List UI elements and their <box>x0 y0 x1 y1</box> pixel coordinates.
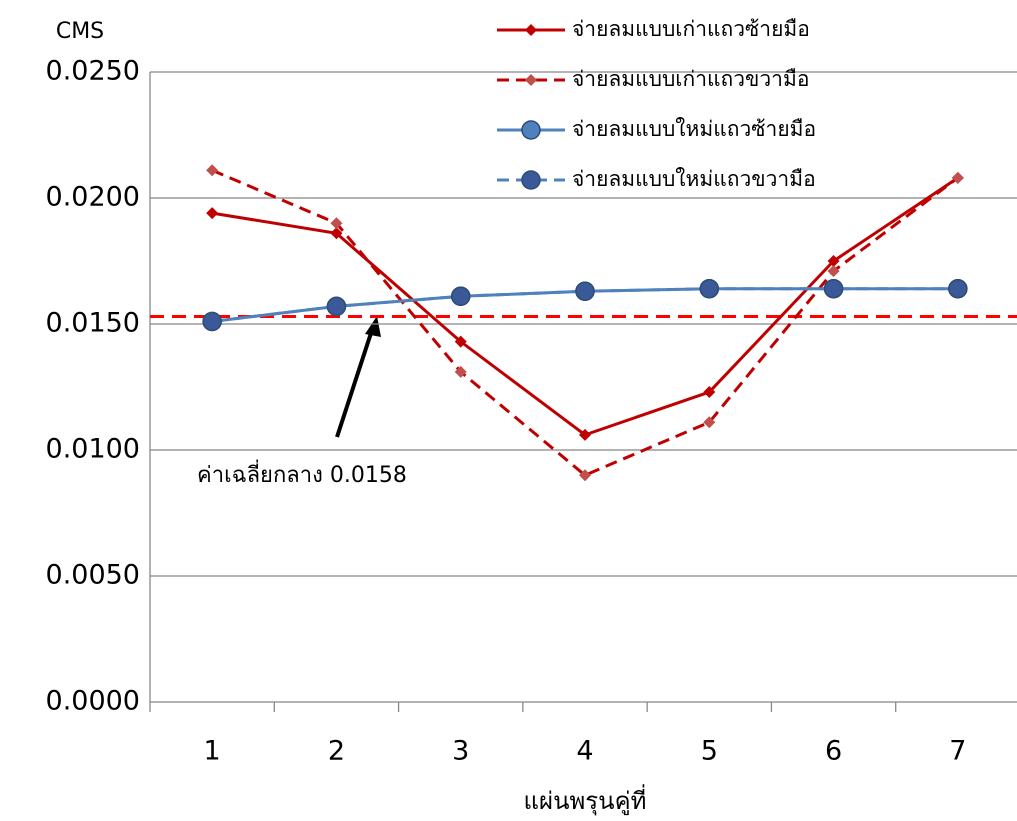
legend-label: จ่ายลมแบบใหม่แถวซ้ายมือ <box>572 117 816 141</box>
marker <box>521 120 541 140</box>
arrow-shaft <box>335 329 374 438</box>
marker <box>326 296 347 317</box>
y-tick-label: 0.0150 <box>46 308 140 339</box>
y-axis-label: CMS <box>56 19 104 44</box>
y-tick-label: 0.0050 <box>46 560 140 591</box>
marker <box>454 335 467 348</box>
marker <box>202 311 222 332</box>
marker <box>703 416 716 429</box>
y-tick-label: 0.0000 <box>46 686 140 717</box>
marker <box>951 171 964 184</box>
marker <box>330 217 343 230</box>
legend-label: จ่ายลมแบบใหม่แถวขวามือ <box>572 167 816 191</box>
y-tick-label: 0.0250 <box>46 56 140 87</box>
marker <box>823 278 844 299</box>
x-tick-label: 4 <box>576 736 593 767</box>
marker <box>521 170 541 190</box>
annotation: ค่าเฉลี่ยกลาง 0.0158 <box>197 459 407 488</box>
marker <box>450 286 471 307</box>
marker <box>206 207 219 220</box>
marker <box>579 428 591 441</box>
marker <box>703 386 716 399</box>
marker <box>525 74 537 86</box>
marker <box>827 265 840 278</box>
y-tick-label: 0.0100 <box>46 434 140 465</box>
marker <box>454 365 467 378</box>
x-tick-label: 1 <box>204 736 221 767</box>
arrow-head <box>365 316 381 337</box>
marker <box>579 469 591 482</box>
legend-label: จ่ายลมแบบเก่าแถวซ้ายมือ <box>572 17 810 41</box>
x-tick-label: 2 <box>328 736 345 767</box>
x-tick-label: 7 <box>949 736 966 767</box>
marker <box>525 24 537 36</box>
x-axis-label: แผ่นพรุนคู่ที่ <box>524 784 647 816</box>
x-tick-label: 5 <box>701 736 718 767</box>
marker <box>699 278 720 299</box>
marker <box>827 255 840 267</box>
y-tick-label: 0.0200 <box>46 182 140 213</box>
x-tick-label: 6 <box>825 736 842 767</box>
marker <box>330 227 343 240</box>
marker <box>206 164 219 177</box>
legend-label: จ่ายลมแบบเก่าแถวขวามือ <box>572 67 809 91</box>
x-tick-label: 3 <box>452 736 469 767</box>
marker <box>575 281 595 301</box>
marker <box>948 278 968 299</box>
